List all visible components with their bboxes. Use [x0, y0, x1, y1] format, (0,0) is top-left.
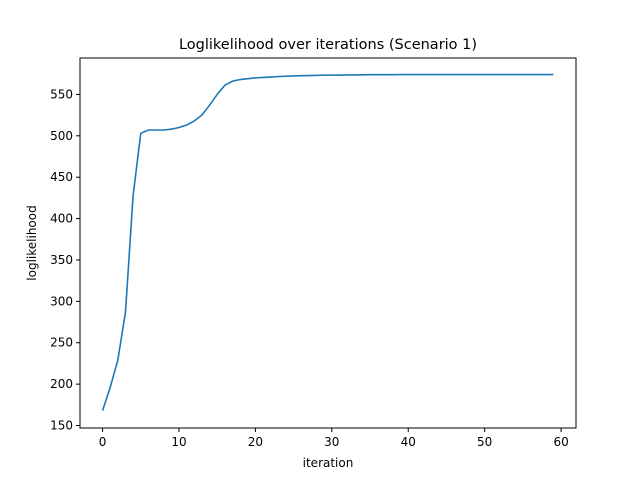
y-tick-label: 350: [50, 253, 73, 267]
axes-frame: [79, 57, 577, 429]
y-axis-label: loglikelihood: [25, 205, 39, 280]
x-tick-label: 40: [401, 435, 416, 449]
y-tick-label: 400: [50, 212, 73, 226]
y-tick-label: 200: [50, 377, 73, 391]
x-tick-label: 20: [248, 435, 263, 449]
x-axis-label: iteration: [303, 456, 354, 470]
x-axis-ticks: 0 10 20 30 40 50 60: [99, 428, 569, 449]
chart-title: Loglikelihood over iterations (Scenario …: [179, 37, 477, 53]
y-tick-label: 250: [50, 336, 73, 350]
x-tick-label: 30: [324, 435, 339, 449]
x-tick-label: 10: [171, 435, 186, 449]
x-tick-label: 50: [477, 435, 492, 449]
plot-area: [79, 57, 577, 429]
x-tick-label: 60: [553, 435, 568, 449]
y-tick-label: 450: [50, 170, 73, 184]
y-tick-label: 300: [50, 294, 73, 308]
y-tick-label: 550: [50, 87, 73, 101]
series-line: [101, 73, 554, 411]
x-tick-label: 0: [99, 435, 107, 449]
y-tick-label: 500: [50, 129, 73, 143]
y-axis-ticks: 150 200 250 300 350 400 450 500 550: [50, 87, 80, 433]
y-tick-label: 150: [50, 419, 73, 433]
